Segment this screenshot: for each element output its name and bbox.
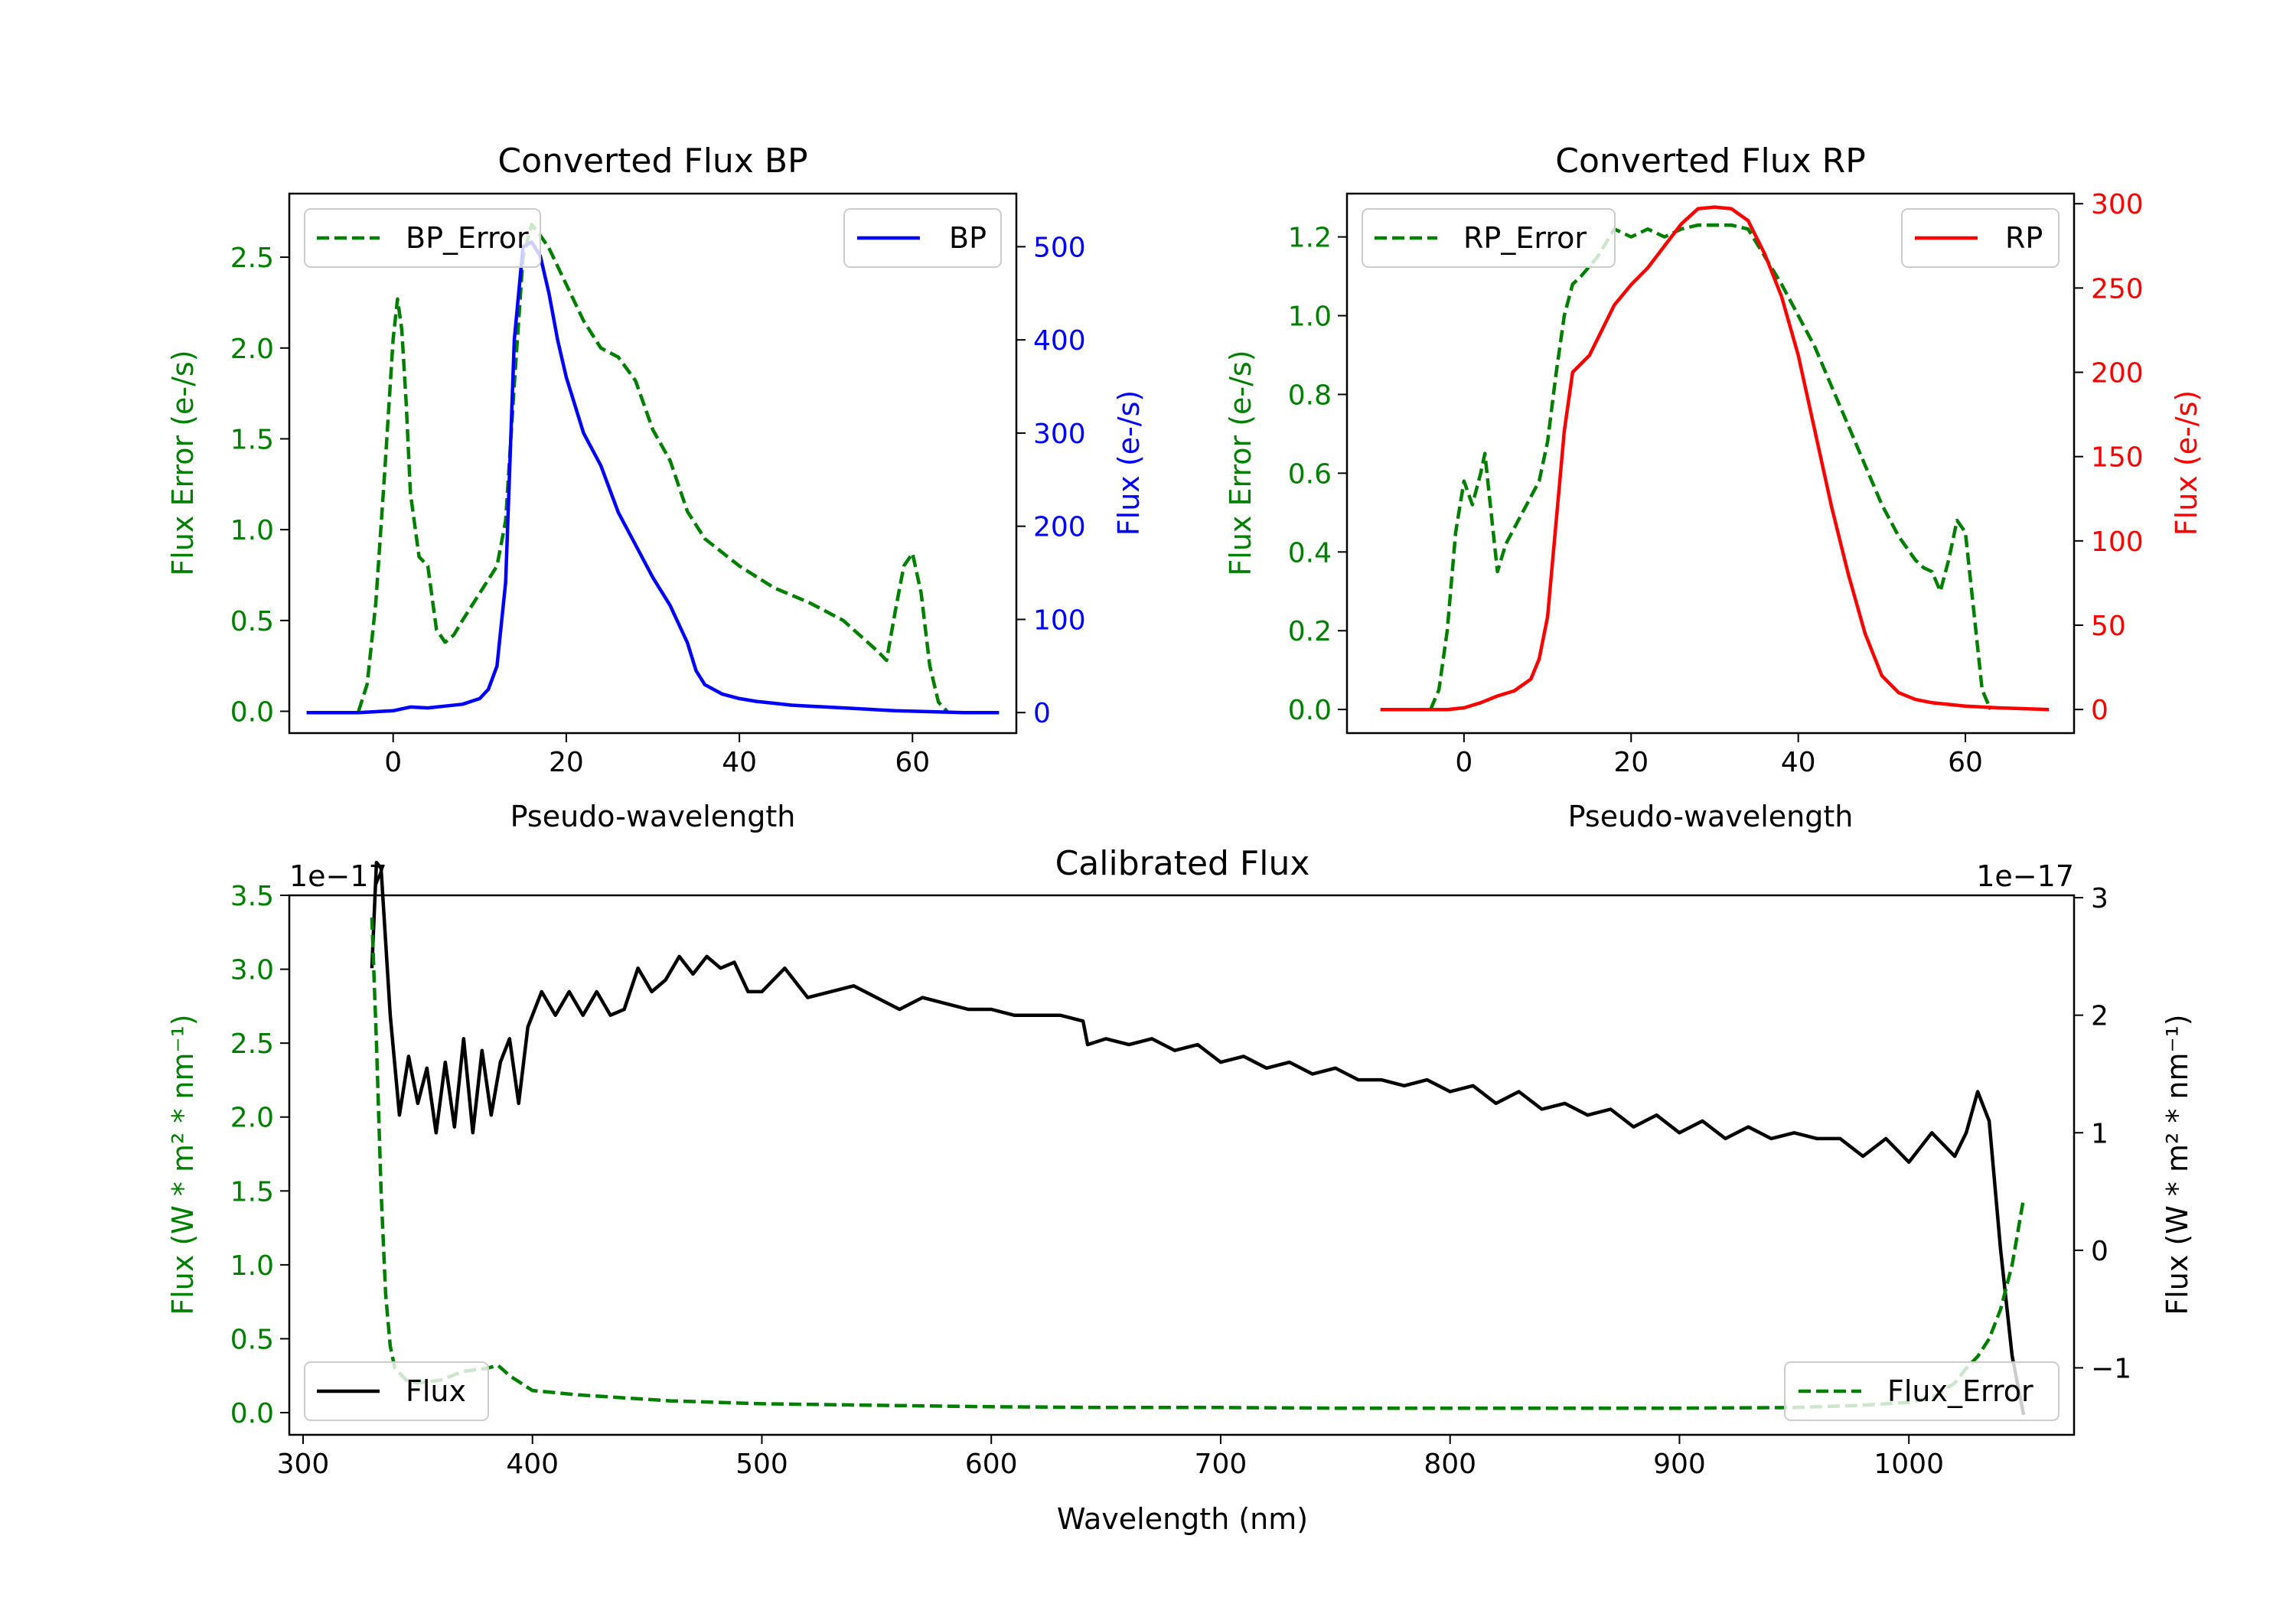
rp-plot-area [1380,205,2050,712]
rp-ytick-right-label: 250 [2091,273,2144,305]
rp-series-rp [1380,205,2050,712]
calibrated-legend-error-label: Flux_Error [1887,1374,2033,1408]
bp-plot-area [306,223,1000,715]
rp-ticks: 0 20 40 60 0.0 0.2 0.4 0.6 0.8 1.0 1.2 0 50 100 150 200… [1288,189,2144,778]
calibrated-ytick-left-label: 3.0 [230,955,274,986]
calibrated-legend-error: Flux_Error [1784,1361,2060,1421]
rp-ytick-right-label: 200 [2091,358,2144,390]
rp-ytick-left-label: 0.4 [1288,537,1332,569]
rp-panel: Converted Flux RP 0 20 40 60 0.0 0.2 0.4 0.6 0.8… [1224,142,2203,833]
calibrated-panel: Calibrated Flux 1e−17 1e−17 300 400 500 600… [166,844,2194,1536]
rp-ytick-left-label: 1.2 [1288,223,1332,254]
calibrated-ytick-right-label: 0 [2091,1236,2108,1267]
bp-title: Converted Flux BP [497,142,807,181]
rp-legend-flux-label: RP [2005,221,2043,255]
rp-ytick-left-label: 0.0 [1288,695,1332,726]
calibrated-ytick-right-label: 2 [2091,1001,2108,1032]
bp-xtick-label: 60 [895,747,930,778]
calibrated-xtick-label: 700 [1195,1449,1247,1480]
calibrated-xtick-label: 900 [1653,1449,1706,1480]
rp-xtick-label: 60 [1948,747,1983,778]
calibrated-legend-flux-label: Flux [406,1374,466,1408]
calibrated-ytick-right-label: 3 [2091,883,2108,914]
calibrated-ytick-left-label: 2.0 [230,1103,274,1134]
bp-series-bp-error [357,223,949,713]
calibrated-ticks: 300 400 500 600 700 800 900 1000 0.0 0.5 1.0 1.5 2.0… [230,881,2131,1480]
bp-legend-error: BP_Error [304,208,541,268]
rp-ytick-left-label: 0.2 [1288,616,1332,647]
calibrated-ytick-right-label: −1 [2091,1353,2131,1384]
bp-ytick-right-label: 300 [1033,419,1086,450]
calibrated-xtick-label: 500 [735,1449,788,1480]
calibrated-ylabel-right: Flux (W * m² * nm⁻¹) [2161,1014,2194,1315]
rp-ytick-right-label: 50 [2091,611,2126,642]
calibrated-series-flux [370,860,2026,1416]
bp-xtick-label: 20 [549,747,584,778]
bp-ytick-left-label: 2.0 [230,334,274,365]
bp-xtick-label: 40 [722,747,757,778]
calibrated-ytick-left-label: 1.5 [230,1176,274,1208]
bp-panel: Converted Flux BP 0 20 40 60 0.0 0.5 1.0 1.5 2.0… [166,142,1146,833]
calibrated-ytick-left-label: 3.5 [230,881,274,912]
rp-legend-error-label: RP_Error [1463,221,1587,255]
calibrated-xlabel: Wavelength (nm) [1057,1502,1308,1536]
bp-legend-error-label: BP_Error [406,221,529,255]
rp-ytick-right-label: 150 [2091,442,2144,474]
bp-legend-flux: BP [843,208,1002,268]
calibrated-axes-frame [288,894,2076,1436]
calibrated-ytick-left-label: 2.5 [230,1028,274,1060]
calibrated-ytick-left-label: 0.5 [230,1324,274,1355]
bp-ytick-left-label: 1.0 [230,515,274,546]
rp-ylabel-left: Flux Error (e-/s) [1224,350,1257,575]
rp-legend-error: RP_Error [1362,208,1616,268]
rp-xtick-label: 0 [1455,747,1473,778]
calibrated-ytick-left-label: 0.0 [230,1398,274,1429]
rp-xtick-label: 40 [1781,747,1816,778]
rp-xtick-label: 20 [1613,747,1649,778]
bp-ytick-left-label: 2.5 [230,243,274,274]
bp-ytick-left-label: 0.5 [230,606,274,637]
bp-ylabel-right: Flux (e-/s) [1112,390,1146,536]
calibrated-ytick-left-label: 1.0 [230,1250,274,1282]
bp-ytick-right-label: 200 [1033,512,1086,543]
calibrated-xtick-label: 600 [965,1449,1018,1480]
bp-legend-flux-label: BP [949,221,987,255]
rp-ytick-right-label: 100 [2091,526,2144,558]
rp-ytick-left-label: 1.0 [1288,302,1332,333]
bp-ytick-left-label: 0.0 [230,697,274,729]
calibrated-xtick-label: 800 [1424,1449,1476,1480]
rp-ytick-left-label: 0.6 [1288,458,1332,490]
rp-ytick-left-label: 0.8 [1288,380,1332,411]
calibrated-offset-left: 1e−17 [289,859,387,893]
calibrated-title: Calibrated Flux [1055,844,1310,883]
bp-ytick-right-label: 500 [1033,232,1086,263]
rp-xlabel: Pseudo-wavelength [1568,800,1854,833]
bp-ticks: 0 20 40 60 0.0 0.5 1.0 1.5 2.0 2.5 0 100 200 300 400 50… [230,232,1086,778]
bp-ytick-right-label: 400 [1033,325,1086,357]
bp-axes-frame [288,192,1018,735]
calibrated-ylabel-left: Flux (W * m² * nm⁻¹) [166,1014,200,1315]
bp-xtick-label: 0 [384,747,402,778]
rp-axes-frame [1345,192,2076,735]
bp-ylabel-left: Flux Error (e-/s) [166,350,200,575]
calibrated-offset-right: 1e−17 [1976,859,2074,893]
bp-ytick-right-label: 100 [1033,605,1086,636]
bp-series-bp [306,240,1000,715]
rp-ytick-right-label: 0 [2091,695,2108,726]
calibrated-xtick-label: 1000 [1874,1449,1944,1480]
calibrated-ytick-right-label: 1 [2091,1118,2108,1149]
bp-xlabel: Pseudo-wavelength [510,800,796,833]
bp-ytick-right-label: 0 [1033,698,1051,729]
rp-ytick-right-label: 300 [2091,189,2144,220]
bp-ytick-left-label: 1.5 [230,424,274,455]
rp-series-rp-error [1429,223,1992,710]
calibrated-xtick-label: 300 [277,1449,330,1480]
rp-title: Converted Flux RP [1555,142,1866,181]
calibrated-xtick-label: 400 [506,1449,559,1480]
calibrated-legend-flux: Flux [304,1361,489,1421]
rp-legend-flux: RP [1901,208,2060,268]
rp-ylabel-right: Flux (e-/s) [2170,390,2203,536]
